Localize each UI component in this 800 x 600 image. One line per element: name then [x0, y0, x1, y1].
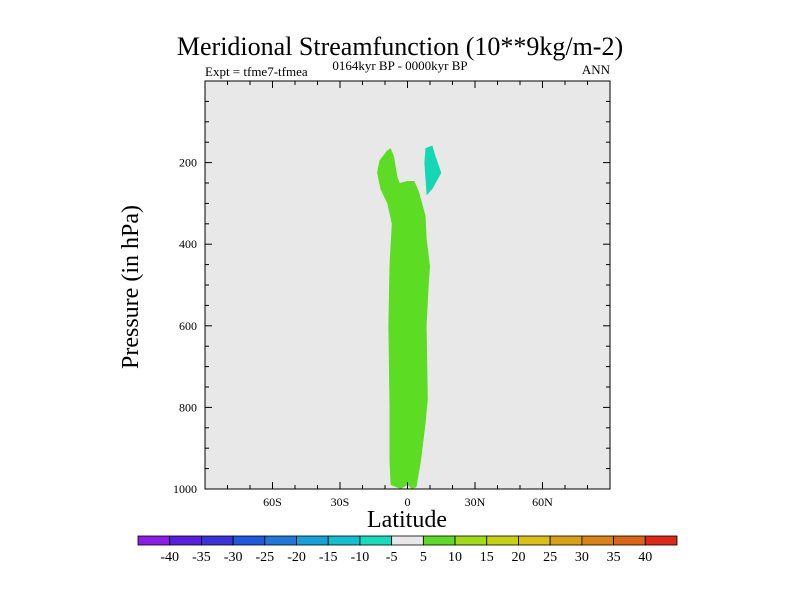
colorbar-swatch	[137, 535, 171, 546]
colorbar-swatch	[327, 535, 361, 546]
x-axis-label: Latitude	[367, 507, 447, 533]
colorbar-swatch	[613, 535, 646, 546]
y-tick-label: 1000	[173, 482, 197, 496]
colorbar-label: 10	[448, 550, 462, 565]
experiment-label: Expt = tfme7-tfmea	[205, 64, 308, 79]
colorbar-swatch	[644, 535, 678, 546]
y-axis: 200 400 600 800 1000	[173, 100, 610, 496]
colorbar-label: -20	[287, 550, 306, 565]
x-tick-label: 60N	[532, 495, 553, 509]
chart-title: Meridional Streamfunction (10**9kg/m-2)	[177, 32, 623, 61]
colorbar-swatch	[581, 535, 614, 546]
colorbar-label: -30	[224, 550, 243, 565]
colorbar-swatch	[359, 535, 393, 546]
colorbar-label: -40	[160, 550, 179, 565]
colorbar-label: -35	[192, 550, 211, 565]
y-tick-label: 400	[179, 237, 197, 251]
y-tick-label: 200	[179, 156, 197, 170]
colorbar-label: 25	[543, 550, 557, 565]
colorbar-swatch	[232, 535, 266, 546]
colorbar-swatch	[264, 535, 297, 546]
colorbar-swatch	[454, 535, 488, 546]
colorbar-label: 40	[638, 550, 652, 565]
x-tick-label: 60S	[263, 495, 282, 509]
time-range-label: 0164kyr BP - 0000kyr BP	[332, 58, 467, 73]
x-tick-label: 0	[405, 495, 411, 509]
contour-regions	[377, 145, 442, 490]
colorbar-label: 15	[480, 550, 494, 565]
colorbar-label: 35	[607, 550, 621, 565]
colorbar-label: -15	[319, 550, 338, 565]
colorbar-swatch	[486, 535, 519, 546]
colorbar-label: 30	[575, 550, 589, 565]
colorbar-label: 20	[511, 550, 525, 565]
colorbar-swatch	[422, 535, 456, 546]
positive-cell-region	[377, 148, 430, 490]
negative-cell-region	[424, 145, 442, 196]
colorbar-swatch	[169, 535, 202, 546]
colorbar-swatch	[296, 535, 329, 546]
season-label: ANN	[582, 62, 611, 77]
colorbar-label: 5	[420, 550, 427, 565]
colorbar-swatch	[201, 535, 234, 546]
y-axis-label: Pressure (in hPa)	[118, 205, 144, 369]
colorbar-label: -25	[255, 550, 274, 565]
colorbar-swatch	[549, 535, 583, 546]
colorbar-swatch	[391, 535, 424, 546]
colorbar-label: -5	[386, 550, 398, 565]
colorbar: -40 -35 -30 -25 -20 -15 -10 -5 5 10 15 20 25 30 35 40	[137, 535, 678, 565]
x-tick-label: 30N	[465, 495, 486, 509]
x-axis: 60S 30S 0 30N 60N	[227, 81, 588, 509]
x-tick-label: 30S	[331, 495, 350, 509]
y-tick-label: 600	[179, 319, 197, 333]
y-tick-label: 800	[179, 400, 197, 414]
colorbar-swatch	[518, 535, 551, 546]
colorbar-label: -10	[351, 550, 370, 565]
